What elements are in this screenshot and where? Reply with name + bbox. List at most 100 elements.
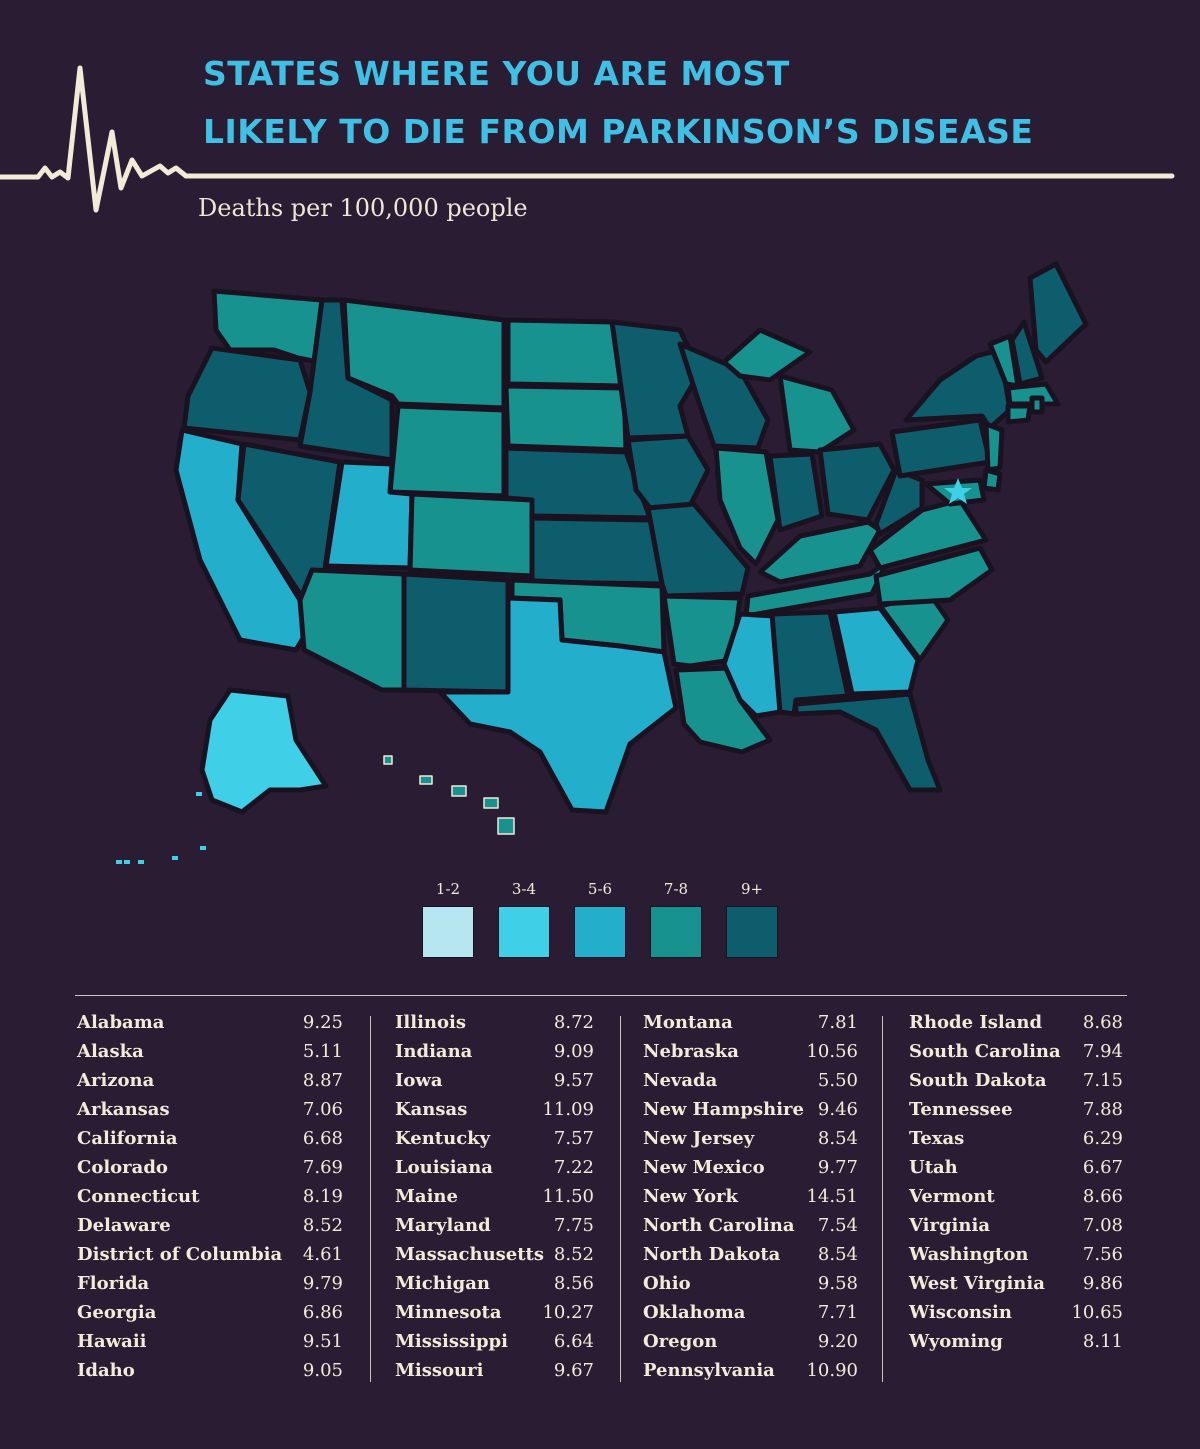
state-value: 6.67: [1082, 1157, 1123, 1178]
state-name: Delaware: [77, 1215, 171, 1236]
table-row: Kansas 11.09: [395, 1099, 594, 1128]
state-iowa: [625, 433, 711, 511]
table-row: Idaho 9.05: [77, 1360, 343, 1389]
state-texas: [437, 595, 679, 815]
legend-item: 1-2: [422, 878, 474, 958]
state-value: 9.20: [817, 1331, 858, 1352]
state-value: 10.56: [806, 1041, 858, 1062]
state-arizona: [297, 567, 407, 693]
state-ohio: [817, 441, 897, 523]
table-row: South Carolina 7.94: [909, 1041, 1123, 1070]
state-name: Vermont: [909, 1186, 995, 1207]
table-row: North Carolina 7.54: [643, 1215, 858, 1244]
table-row: Vermont 8.66: [909, 1186, 1123, 1215]
state-name: Virginia: [909, 1215, 990, 1236]
state-value: 9.79: [302, 1273, 343, 1294]
state-missouri: [645, 501, 751, 599]
state-maine: [1027, 261, 1089, 365]
state-value: 8.52: [302, 1215, 343, 1236]
state-name: Utah: [909, 1157, 958, 1178]
state-value: 9.05: [302, 1360, 343, 1381]
state-georgia: [831, 605, 921, 697]
state-name: Missouri: [395, 1360, 484, 1381]
table-row: Indiana 9.09: [395, 1041, 594, 1070]
table-row: Mississippi 6.64: [395, 1331, 594, 1360]
state-value: 7.06: [302, 1099, 343, 1120]
state-value: 9.77: [817, 1157, 858, 1178]
table-row: Illinois 8.72: [395, 1012, 594, 1041]
state-value: 8.11: [1082, 1331, 1123, 1352]
state-name: Nebraska: [643, 1041, 739, 1062]
table-row: District of Columbia 4.61: [77, 1244, 343, 1273]
state-hawaii-4: [483, 797, 499, 809]
state-name: Minnesota: [395, 1302, 502, 1323]
state-value: 7.81: [817, 1012, 858, 1033]
state-pennsylvania: [889, 417, 993, 479]
alaska-island: [172, 856, 178, 860]
alaska-island: [124, 860, 130, 864]
legend-label: 5-6: [587, 880, 613, 898]
state-value: 8.54: [817, 1128, 858, 1149]
state-name: California: [77, 1128, 178, 1149]
state-massachusetts: [1005, 381, 1061, 407]
state-colorado: [407, 491, 535, 579]
state-value: 6.29: [1082, 1128, 1123, 1149]
table-row: Connecticut 8.19: [77, 1186, 343, 1215]
state-name: Georgia: [77, 1302, 157, 1323]
state-new-jersey: [983, 421, 1005, 473]
table-row: New Mexico 9.77: [643, 1157, 858, 1186]
state-west-virginia: [873, 467, 925, 537]
legend-label: 3-4: [511, 880, 537, 898]
table-row: Maryland 7.75: [395, 1215, 594, 1244]
state-michigan: [777, 373, 857, 455]
state-value: 8.66: [1082, 1186, 1123, 1207]
state-name: Pennsylvania: [643, 1360, 775, 1381]
state-new-hampshire: [1009, 319, 1045, 387]
column-separator: [620, 1016, 621, 1382]
table-row: Virginia 7.08: [909, 1215, 1123, 1244]
state-name: District of Columbia: [77, 1244, 283, 1265]
table-row: New York 14.51: [643, 1186, 858, 1215]
state-table-column: Montana 7.81 Nebraska 10.56 Nevada 5.50 New Ha…: [643, 1012, 858, 1389]
table-row: Colorado 7.69: [77, 1157, 343, 1186]
state-name: Oregon: [643, 1331, 718, 1352]
state-hawaii-2: [419, 775, 433, 785]
table-row: Wyoming 8.11: [909, 1331, 1123, 1360]
state-value: 11.50: [542, 1186, 594, 1207]
state-new-mexico: [401, 571, 511, 695]
state-illinois: [713, 445, 781, 567]
state-north-carolina: [873, 545, 995, 607]
state-value: 4.61: [302, 1244, 343, 1265]
state-value: 9.51: [302, 1331, 343, 1352]
map-subtitle: Deaths per 100,000 people: [198, 194, 528, 222]
state-value: 7.94: [1082, 1041, 1123, 1062]
state-table-column: Rhode Island 8.68 South Carolina 7.94 South …: [909, 1012, 1123, 1360]
state-name: New Jersey: [643, 1128, 755, 1149]
table-row: Louisiana 7.22: [395, 1157, 594, 1186]
state-value: 9.09: [553, 1041, 594, 1062]
state-name: Connecticut: [77, 1186, 200, 1207]
table-row: Maine 11.50: [395, 1186, 594, 1215]
state-name: Kansas: [395, 1099, 468, 1120]
state-value: 11.09: [542, 1099, 594, 1120]
state-name: South Carolina: [909, 1041, 1061, 1062]
state-south-dakota: [503, 383, 629, 453]
state-name: New York: [643, 1186, 738, 1207]
table-row: Kentucky 7.57: [395, 1128, 594, 1157]
table-row: Georgia 6.86: [77, 1302, 343, 1331]
state-value: 9.58: [817, 1273, 858, 1294]
state-value: 5.50: [817, 1070, 858, 1091]
state-name: Washington: [909, 1244, 1029, 1265]
state-name: Alabama: [77, 1012, 165, 1033]
table-row: California 6.68: [77, 1128, 343, 1157]
state-name: Texas: [909, 1128, 965, 1149]
state-table-column: Illinois 8.72 Indiana 9.09 Iowa 9.57 Kansas 11.…: [395, 1012, 594, 1389]
legend-item: 7-8: [650, 878, 702, 958]
state-wyoming: [387, 403, 507, 499]
table-row: Pennsylvania 10.90: [643, 1360, 858, 1389]
column-separator: [882, 1016, 883, 1382]
state-value: 8.68: [1082, 1012, 1123, 1033]
state-value: 7.22: [553, 1157, 594, 1178]
state-name: New Mexico: [643, 1157, 765, 1178]
table-row: Hawaii 9.51: [77, 1331, 343, 1360]
